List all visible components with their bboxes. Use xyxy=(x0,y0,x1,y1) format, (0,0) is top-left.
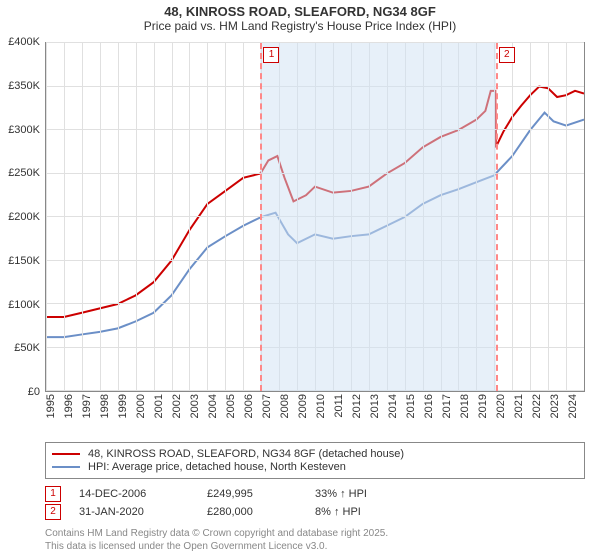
chart-plot-area: 12 xyxy=(45,42,585,392)
sale-delta: 8% ↑ HPI xyxy=(315,506,361,518)
title-subtitle: Price paid vs. HM Land Registry's House … xyxy=(0,19,600,33)
x-tick-label: 2000 xyxy=(135,394,147,418)
y-tick-label: £150K xyxy=(8,255,40,267)
legend-swatch xyxy=(52,466,80,468)
sale-marker-box: 1 xyxy=(263,47,279,63)
sale-marker-box: 2 xyxy=(499,47,515,63)
sale-date: 14-DEC-2006 xyxy=(79,488,189,500)
x-axis-labels: 1995 1996 1997 1998 1999 2000 2001 2002 2003 2004… xyxy=(45,394,585,444)
x-tick-label: 2024 xyxy=(567,394,579,418)
legend-label: HPI: Average price, detached house, Nort… xyxy=(88,461,346,473)
x-tick-label: 2014 xyxy=(387,394,399,418)
sale-delta: 33% ↑ HPI xyxy=(315,488,367,500)
sale-row: 1 14-DEC-2006 £249,995 33% ↑ HPI xyxy=(45,486,585,502)
x-tick-label: 2016 xyxy=(423,394,435,418)
x-tick-label: 2002 xyxy=(171,394,183,418)
x-tick-label: 2009 xyxy=(297,394,309,418)
x-tick-label: 2022 xyxy=(531,394,543,418)
y-tick-label: £250K xyxy=(8,167,40,179)
y-tick-label: £400K xyxy=(8,36,40,48)
x-tick-label: 2010 xyxy=(315,394,327,418)
x-tick-label: 1998 xyxy=(99,394,111,418)
y-tick-label: £0 xyxy=(28,386,40,398)
x-tick-label: 2006 xyxy=(243,394,255,418)
sale-price: £280,000 xyxy=(207,506,297,518)
x-tick-label: 1999 xyxy=(117,394,129,418)
chart-title-block: 48, KINROSS ROAD, SLEAFORD, NG34 8GF Pri… xyxy=(0,0,600,35)
x-tick-label: 1996 xyxy=(63,394,75,418)
x-tick-label: 2012 xyxy=(351,394,363,418)
x-tick-label: 2015 xyxy=(405,394,417,418)
x-tick-label: 2018 xyxy=(459,394,471,418)
x-tick-label: 1997 xyxy=(81,394,93,418)
sale-marker-line xyxy=(260,43,262,391)
x-tick-label: 2001 xyxy=(153,394,165,418)
sales-table: 1 14-DEC-2006 £249,995 33% ↑ HPI 2 31-JAN-202… xyxy=(45,484,585,522)
y-axis-labels: £0£50K£100K£150K£200K£250K£300K£350K£400… xyxy=(0,42,42,392)
x-tick-label: 2013 xyxy=(369,394,381,418)
x-tick-label: 2007 xyxy=(261,394,273,418)
footnote-line2: This data is licensed under the Open Gov… xyxy=(45,541,585,554)
sale-marker-line xyxy=(496,43,498,391)
x-tick-label: 2020 xyxy=(495,394,507,418)
sale-marker-icon: 1 xyxy=(45,486,61,502)
x-tick-label: 2004 xyxy=(207,394,219,418)
y-tick-label: £350K xyxy=(8,80,40,92)
x-tick-label: 2019 xyxy=(477,394,489,418)
x-tick-label: 2005 xyxy=(225,394,237,418)
legend-item: 48, KINROSS ROAD, SLEAFORD, NG34 8GF (de… xyxy=(52,448,578,460)
title-address: 48, KINROSS ROAD, SLEAFORD, NG34 8GF xyxy=(0,4,600,19)
y-tick-label: £100K xyxy=(8,299,40,311)
x-tick-label: 2023 xyxy=(549,394,561,418)
legend-swatch xyxy=(52,453,80,455)
x-tick-label: 1995 xyxy=(45,394,57,418)
legend-label: 48, KINROSS ROAD, SLEAFORD, NG34 8GF (de… xyxy=(88,448,404,460)
sale-row: 2 31-JAN-2020 £280,000 8% ↑ HPI xyxy=(45,504,585,520)
y-tick-label: £50K xyxy=(14,342,40,354)
y-tick-label: £300K xyxy=(8,124,40,136)
legend-item: HPI: Average price, detached house, Nort… xyxy=(52,461,578,473)
x-tick-label: 2003 xyxy=(189,394,201,418)
shaded-ownership-period xyxy=(260,43,495,391)
sale-marker-icon: 2 xyxy=(45,504,61,520)
x-tick-label: 2021 xyxy=(513,394,525,418)
footnote-line1: Contains HM Land Registry data © Crown c… xyxy=(45,528,585,541)
x-tick-label: 2008 xyxy=(279,394,291,418)
y-tick-label: £200K xyxy=(8,211,40,223)
sale-price: £249,995 xyxy=(207,488,297,500)
chart-footnote: Contains HM Land Registry data © Crown c… xyxy=(45,528,585,553)
x-tick-label: 2011 xyxy=(333,394,345,418)
chart-legend: 48, KINROSS ROAD, SLEAFORD, NG34 8GF (de… xyxy=(45,442,585,479)
x-tick-label: 2017 xyxy=(441,394,453,418)
sale-date: 31-JAN-2020 xyxy=(79,506,189,518)
